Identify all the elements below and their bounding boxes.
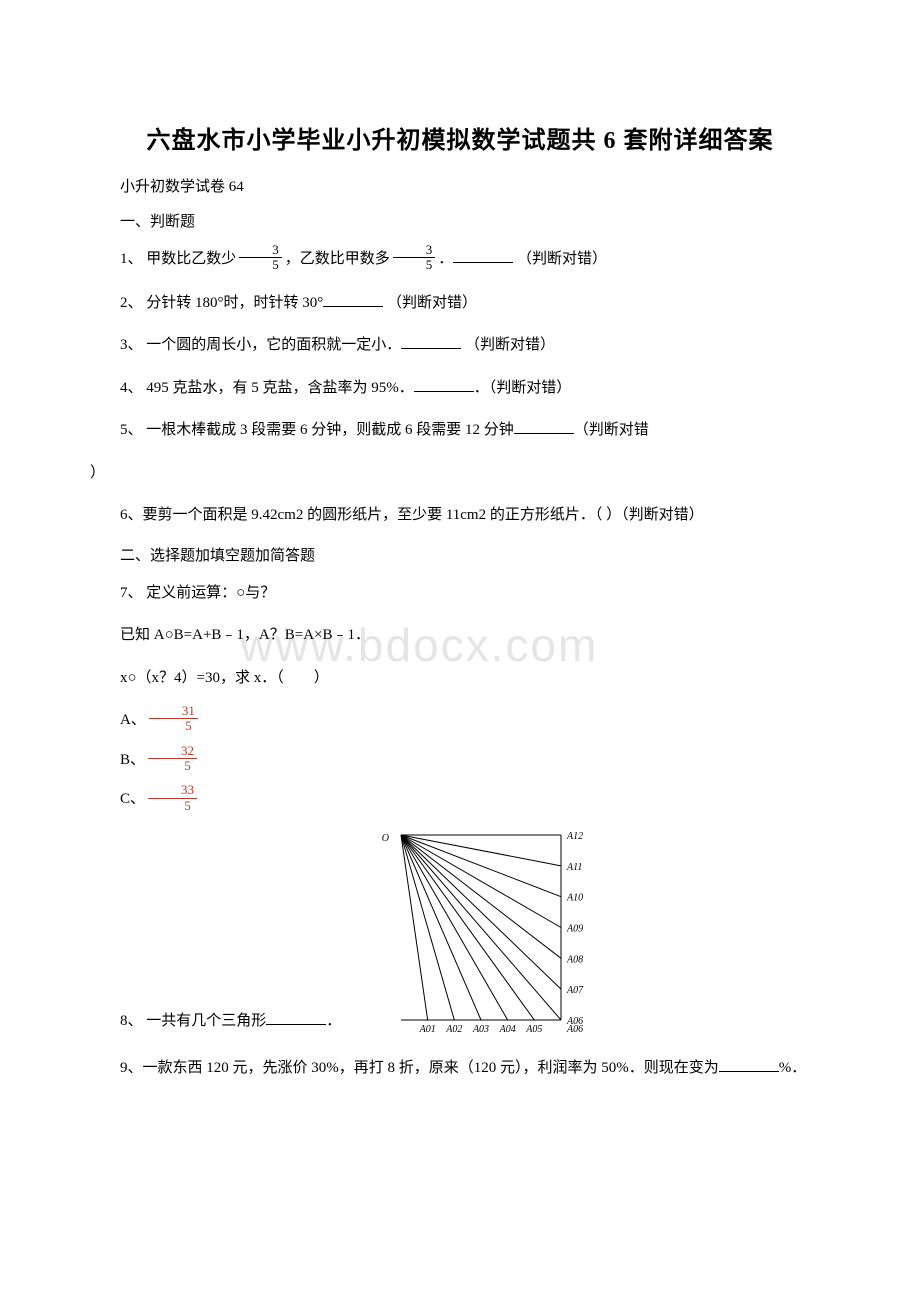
q1-frac2-den: 5 (393, 258, 436, 272)
q1-text-b: ，乙数比甲数多 (285, 251, 390, 267)
q1-frac1-den: 5 (239, 258, 282, 272)
triangle-svg: A12A11A10A09A08A07A06A01A02A03A04A05A06O (361, 825, 601, 1035)
q4-text-a: 4、 495 克盐水，有 5 克盐，含盐率为 95%． (120, 380, 414, 396)
q3-text-b: （判断对错） (465, 337, 555, 353)
svg-text:A01: A01 (419, 1024, 436, 1035)
q7-optB-fraction: 325 (148, 744, 197, 774)
q9-text-a: 9、一款东西 120 元，先涨价 30%，再打 8 折，原来（120 元），利润… (120, 1060, 719, 1076)
q1-fraction-2: 35 (393, 243, 436, 273)
q3-blank (401, 334, 461, 349)
q2-text-a: 2、 分针转 180°时，时针转 30° (120, 295, 323, 311)
question-3: 3、 一个圆的周长小，它的面积就一定小． （判断对错） (90, 331, 830, 360)
svg-text:O: O (382, 833, 389, 844)
q4-text-b: ．（判断对错） (474, 380, 572, 396)
q1-text-a: 1、 甲数比乙数少 (120, 251, 236, 267)
q1-frac1-num: 3 (239, 243, 282, 258)
q7-optC-fraction: 335 (148, 783, 197, 813)
question-5-cont: ） (90, 459, 830, 488)
question-4: 4、 495 克盐水，有 5 克盐，含盐率为 95%． ．（判断对错） (90, 374, 830, 403)
svg-text:A12: A12 (566, 831, 583, 842)
question-7-line2: 已知 A○B=A+B﹣1，A？B=A×B﹣1． (90, 621, 830, 650)
q1-text-d: （判断对错） (517, 251, 607, 267)
question-8: 8、 一共有几个三角形 ． (90, 1007, 341, 1040)
q4-blank (414, 377, 474, 392)
question-1: 1、 甲数比乙数少35，乙数比甲数多35． （判断对错） (90, 245, 830, 275)
document-content: 六盘水市小学毕业小升初模拟数学试题共 6 套附详细答案 小升初数学试卷 64 一… (90, 120, 830, 1082)
q7-option-b: B、325 (90, 746, 830, 776)
question-7-line1: 7、 定义前运算：○与？ (90, 579, 830, 608)
q7-optC-label: C、 (120, 792, 145, 808)
triangle-figure: A12A11A10A09A08A07A06A01A02A03A04A05A06O (361, 825, 601, 1040)
q1-frac2-num: 3 (393, 243, 436, 258)
q5-text-a: 5、 一根木棒截成 3 段需要 6 分钟，则截成 6 段需要 12 分钟 (120, 422, 514, 438)
svg-text:A06: A06 (566, 1024, 583, 1035)
svg-text:A02: A02 (446, 1024, 463, 1035)
q7-optA-fraction: 315 (149, 704, 198, 734)
q5-text-b: （判断对错 (574, 422, 649, 438)
svg-text:A08: A08 (566, 954, 583, 965)
q1-text-c: ． (438, 251, 453, 267)
q7-optC-den: 5 (148, 799, 197, 813)
q7-optA-label: A、 (120, 712, 146, 728)
svg-text:A09: A09 (566, 923, 583, 934)
q7-optA-num: 31 (149, 704, 198, 719)
q8-text-b: ． (326, 1013, 341, 1029)
question-8-container: 8、 一共有几个三角形 ． A12 A11 A10 A09 A08 A07 A06 A01 A02… (90, 825, 830, 1040)
q8-blank (266, 1010, 326, 1025)
question-9: 9、一款东西 120 元，先涨价 30%，再打 8 折，原来（120 元），利润… (90, 1054, 830, 1083)
svg-text:A04: A04 (499, 1024, 516, 1035)
q1-blank (453, 248, 513, 263)
question-2: 2、 分针转 180°时，时针转 30° （判断对错） (90, 289, 830, 318)
q9-blank (719, 1057, 779, 1072)
q7-optB-num: 32 (148, 744, 197, 759)
q7-optA-den: 5 (149, 719, 198, 733)
q7-optB-label: B、 (120, 752, 145, 768)
q2-text-b: （判断对错） (387, 295, 477, 311)
paper-subtitle: 小升初数学试卷 64 (90, 175, 830, 196)
q9-text-b: %． (779, 1060, 807, 1076)
q7-option-c: C、335 (90, 785, 830, 815)
q7-option-a: A、315 (90, 706, 830, 736)
svg-text:A11: A11 (566, 862, 582, 873)
svg-text:A10: A10 (566, 893, 583, 904)
section-1-header: 一、判断题 (90, 210, 830, 231)
q7-optB-den: 5 (148, 759, 197, 773)
q3-text-a: 3、 一个圆的周长小，它的面积就一定小． (120, 337, 401, 353)
q5-blank (514, 419, 574, 434)
document-title: 六盘水市小学毕业小升初模拟数学试题共 6 套附详细答案 (90, 120, 830, 155)
q7-optC-num: 33 (148, 783, 197, 798)
question-7-line3: x○（x？4）=30，求 x．（ ） (90, 664, 830, 693)
q8-text-a: 8、 一共有几个三角形 (120, 1013, 266, 1029)
svg-text:A05: A05 (526, 1024, 543, 1035)
q2-blank (323, 292, 383, 307)
q1-fraction-1: 35 (239, 243, 282, 273)
svg-text:A03: A03 (472, 1024, 489, 1035)
question-6: 6、要剪一个面积是 9.42cm2 的圆形纸片，至少要 11cm2 的正方形纸片… (90, 501, 830, 530)
section-2-header: 二、选择题加填空题加简答题 (90, 544, 830, 565)
question-5: 5、 一根木棒截成 3 段需要 6 分钟，则截成 6 段需要 12 分钟 （判断对… (90, 416, 830, 445)
svg-text:A07: A07 (566, 985, 584, 996)
